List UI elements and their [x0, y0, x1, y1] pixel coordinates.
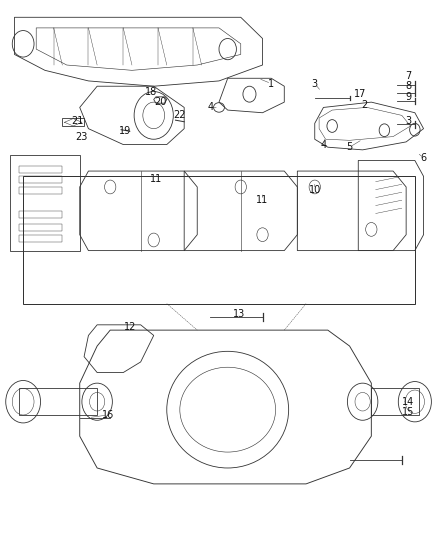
- Text: 3: 3: [405, 116, 411, 126]
- Text: 18: 18: [145, 86, 158, 96]
- Text: 15: 15: [402, 407, 414, 417]
- Text: 6: 6: [420, 153, 427, 163]
- Text: 4: 4: [207, 102, 213, 112]
- Text: 8: 8: [405, 81, 411, 91]
- Bar: [19, 176, 62, 183]
- Text: 9: 9: [405, 92, 411, 102]
- Text: 2: 2: [362, 100, 368, 110]
- Text: 16: 16: [102, 410, 114, 420]
- Text: 11: 11: [150, 174, 162, 184]
- Text: 10: 10: [309, 184, 321, 195]
- Bar: [19, 224, 62, 231]
- Bar: [19, 235, 62, 241]
- Text: 17: 17: [354, 89, 367, 99]
- Text: 4: 4: [320, 140, 326, 150]
- Text: 20: 20: [154, 97, 166, 107]
- Text: 22: 22: [173, 110, 186, 120]
- Text: 11: 11: [256, 195, 268, 205]
- Text: 7: 7: [405, 70, 411, 80]
- Text: 5: 5: [346, 142, 353, 152]
- Bar: [19, 187, 62, 194]
- Text: 19: 19: [119, 126, 131, 136]
- Text: 23: 23: [76, 132, 88, 142]
- Text: 3: 3: [312, 78, 318, 88]
- Text: 12: 12: [124, 322, 136, 333]
- Text: 1: 1: [268, 78, 274, 88]
- Text: 14: 14: [402, 397, 414, 407]
- Bar: [19, 166, 62, 173]
- Text: 13: 13: [233, 309, 245, 319]
- Bar: [19, 211, 62, 217]
- Text: 21: 21: [71, 116, 84, 126]
